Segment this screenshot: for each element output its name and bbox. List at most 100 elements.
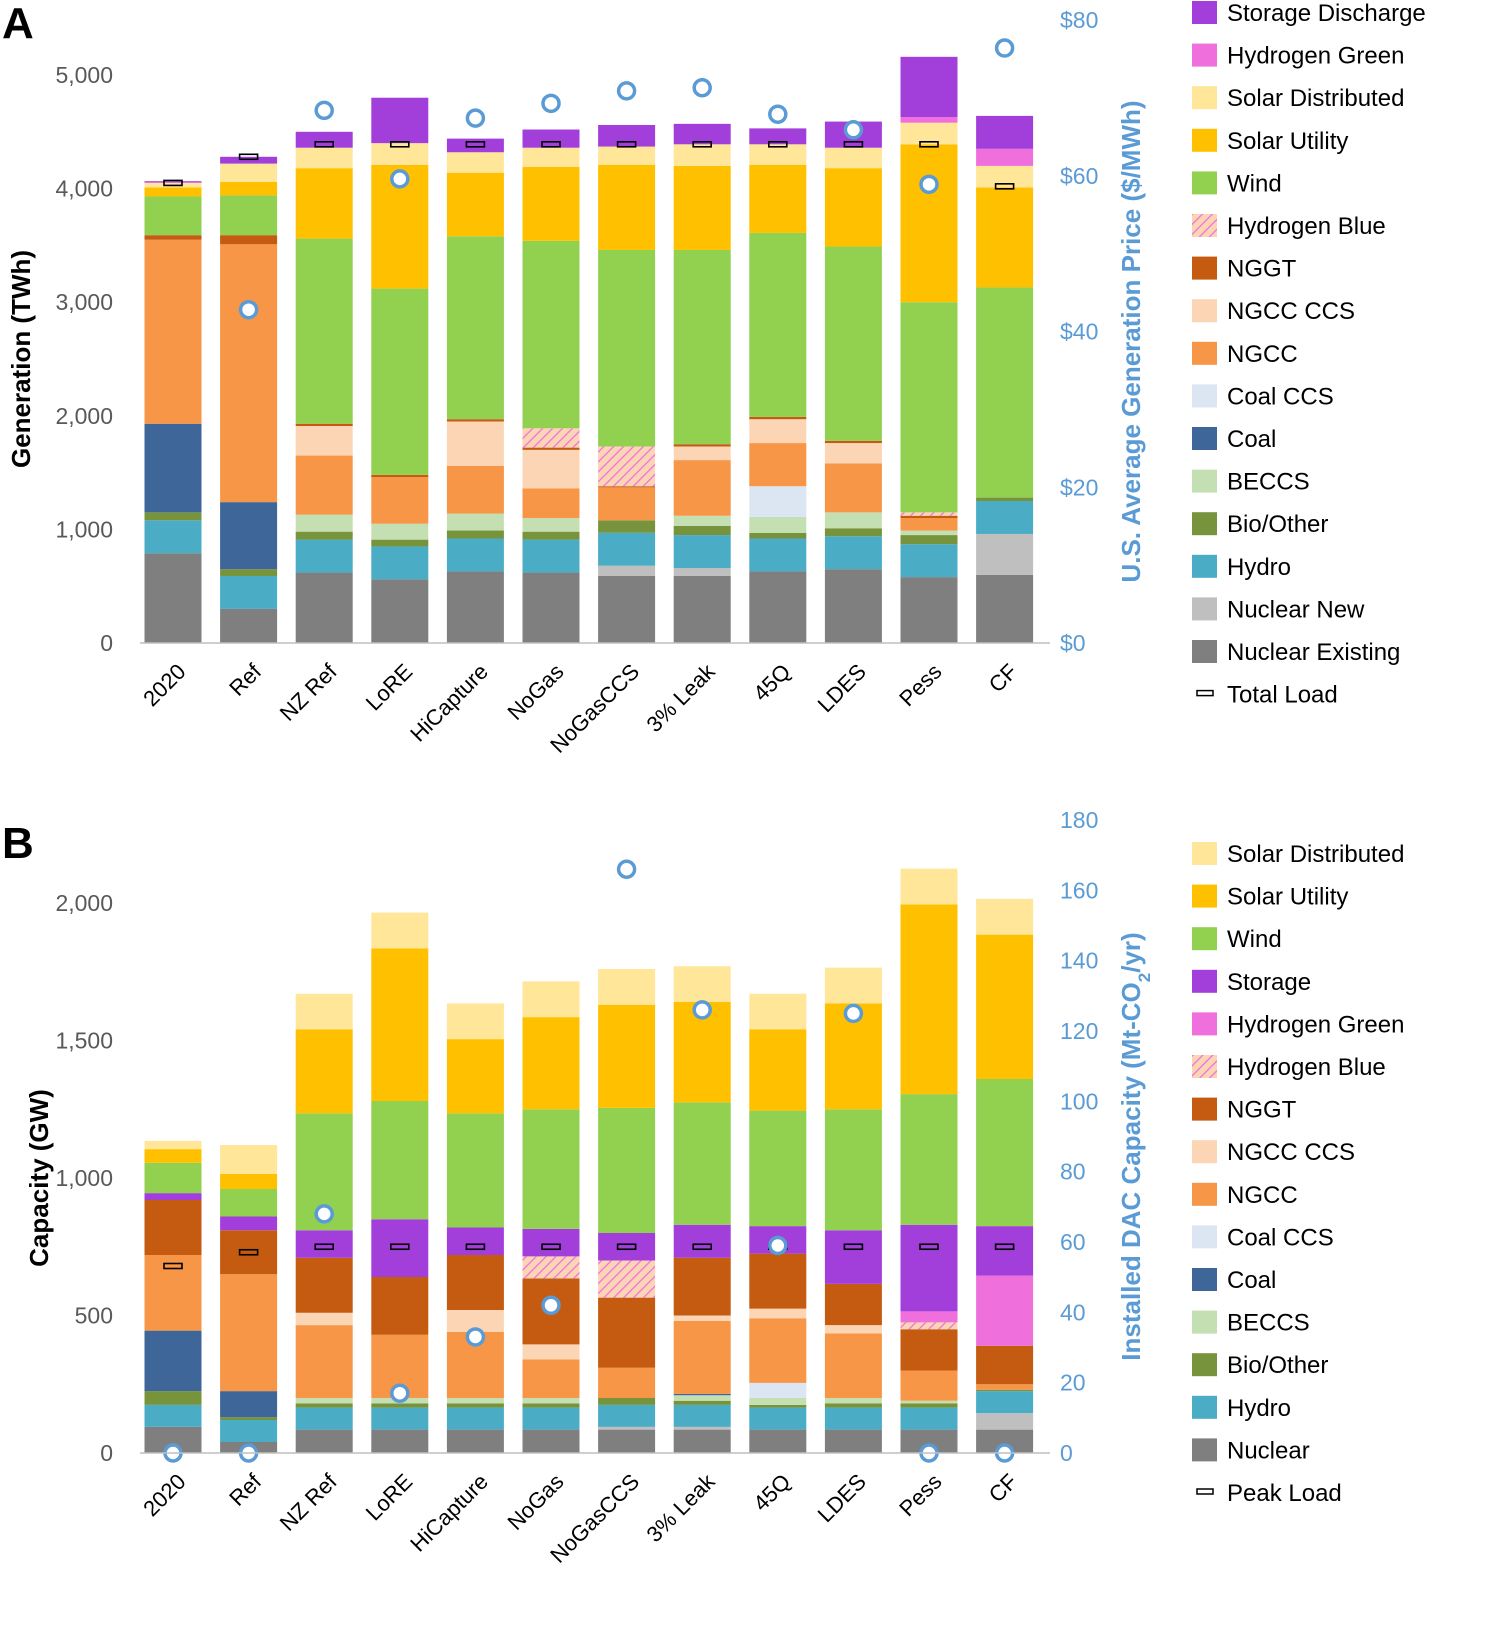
legend-label: Coal CCS — [1227, 1224, 1334, 1251]
bar-segment-coal — [144, 1330, 202, 1392]
load-marker — [843, 1243, 864, 1251]
bar-segment-bio-other — [900, 1403, 958, 1408]
x-tick-label: Ref — [224, 1468, 267, 1511]
y-tick-label: 2,000 — [55, 403, 113, 429]
legend-item: Hydro — [1192, 1395, 1291, 1422]
bar-segment-hydro — [220, 1420, 278, 1442]
legend-item: Peak Load — [1196, 1480, 1342, 1507]
y2-axis-label: Installed DAC Capacity (Mt-CO2/yr) — [1116, 932, 1154, 1360]
bar-segment-storage-discharge — [144, 181, 202, 183]
bar-segment-nuclear — [824, 1429, 882, 1453]
bar-segment-ngcc-ccs — [446, 1310, 504, 1332]
bar-segment-solar-utility — [522, 1017, 580, 1110]
bar-segment-wind — [220, 195, 278, 236]
secondary-marker — [994, 38, 1015, 58]
bar-segment-solar-utility — [976, 187, 1034, 288]
y2-tick-label: 80 — [1060, 1159, 1086, 1185]
secondary-marker — [314, 100, 334, 121]
bar-segment-nuclear-existing — [749, 571, 807, 643]
bar-segment-hydro — [900, 544, 958, 578]
bar-segment-solar-distributed — [900, 122, 958, 145]
bar-segment-nggt — [295, 423, 353, 427]
legend-label: Nuclear — [1227, 1437, 1310, 1464]
y-tick-label: 2,000 — [55, 890, 113, 916]
bar-segment-wind — [824, 1109, 882, 1231]
bar-segment-ngcc-ccs — [522, 449, 580, 489]
load-marker — [616, 1243, 637, 1251]
bar-segment-beccs — [446, 1398, 504, 1404]
bar-segment-hydro — [673, 535, 731, 569]
bar-segment-nuclear — [900, 1429, 958, 1453]
load-marker — [238, 1248, 259, 1256]
bar-segment-solar-distributed — [824, 967, 882, 1004]
bar-segment-hydro — [220, 575, 278, 609]
bar-segment-hydro — [295, 539, 353, 573]
bar-segment-storage-discharge — [673, 123, 731, 145]
bar-segment-nuclear-new — [598, 565, 656, 576]
bar-segment-solar-utility — [295, 1029, 353, 1114]
bar-segment-hydro — [598, 1404, 656, 1427]
bar-segment-beccs — [749, 1398, 807, 1405]
bar-segment-bio-other — [824, 528, 882, 537]
legend-swatch — [1192, 427, 1217, 450]
legend-item: Nuclear New — [1192, 596, 1365, 623]
bar-segment-wind — [824, 246, 882, 441]
y-axis-label: Capacity (GW) — [24, 1089, 54, 1267]
legend-label: NGCC CCS — [1227, 1139, 1355, 1166]
legend-swatch — [1192, 1140, 1217, 1164]
bar-segment-hydrogen-blue — [598, 446, 656, 487]
x-tick-label: CF — [984, 1469, 1022, 1507]
bar-segment-hydrogen-green — [976, 148, 1034, 166]
bar-segment-solar-distributed — [446, 1003, 504, 1040]
bar-segment-hydro — [446, 1407, 504, 1430]
bar-segment-ngcc-ccs — [295, 1312, 353, 1326]
bar-segment-hydrogen-blue — [522, 1256, 580, 1279]
legend-swatch — [1192, 1, 1217, 24]
load-marker — [919, 1243, 939, 1251]
legend-label: Wind — [1227, 170, 1282, 197]
bar-segment-solar-utility — [749, 1029, 807, 1111]
bar-segment-storage — [522, 1228, 580, 1257]
bar-segment-bio-other — [976, 497, 1034, 501]
bar-segment-storage — [598, 1233, 656, 1261]
bar-segment-wind — [522, 240, 580, 429]
load-marker — [843, 140, 864, 148]
legend-swatch — [1192, 1310, 1217, 1334]
legend-item: Hydrogen Green — [1192, 1011, 1404, 1038]
bar-segment-solar-utility — [522, 167, 580, 241]
secondary-marker — [843, 1003, 864, 1024]
bar-segment-bio-other — [446, 530, 504, 539]
bar-segment-hydrogen-green — [144, 182, 202, 183]
bar-segment-hydro — [824, 1407, 882, 1430]
bar-segment-hydrogen-green — [900, 117, 958, 123]
legend-item: NGCC CCS — [1192, 1139, 1355, 1166]
bar-segment-wind — [371, 1101, 429, 1220]
bar-segment-wind — [598, 249, 656, 447]
bar-segment-bio-other — [295, 1403, 353, 1408]
legend-swatch — [1192, 927, 1217, 951]
y-axis-label: Generation (TWh) — [6, 250, 36, 468]
bar-segment-hydro — [446, 538, 504, 572]
bar-segment-bio-other — [598, 520, 656, 533]
legend-swatch — [1192, 214, 1217, 237]
legend-item: NGCC CCS — [1192, 298, 1355, 325]
bar-segment-nuclear-new — [673, 568, 731, 576]
bar-segment-storage — [144, 1193, 202, 1200]
bar-segment-bio-other — [371, 1403, 429, 1408]
bar-segment-ngcc-ccs — [749, 1308, 807, 1319]
bar-segment-hydro — [976, 501, 1034, 534]
bar-segment-nuclear-new — [976, 533, 1034, 575]
bar-segment-solar-distributed — [900, 868, 958, 905]
bar-segment-bio-other — [598, 1398, 656, 1405]
y2-tick-label: 120 — [1060, 1018, 1098, 1044]
bar-segment-storage-discharge — [220, 156, 278, 164]
legend-swatch — [1192, 969, 1217, 993]
bar-segment-nuclear-existing — [976, 574, 1034, 643]
bar-segment-bio-other — [749, 1404, 807, 1408]
bar-segment-solar-utility — [144, 1149, 202, 1163]
bar-segment-storage-discharge — [749, 128, 807, 145]
bar-segment-nuclear-existing — [371, 579, 429, 643]
bar-segment-storage — [371, 1219, 429, 1277]
bar-segment-solar-utility — [673, 165, 731, 250]
bar-segment-bio-other — [900, 535, 958, 545]
